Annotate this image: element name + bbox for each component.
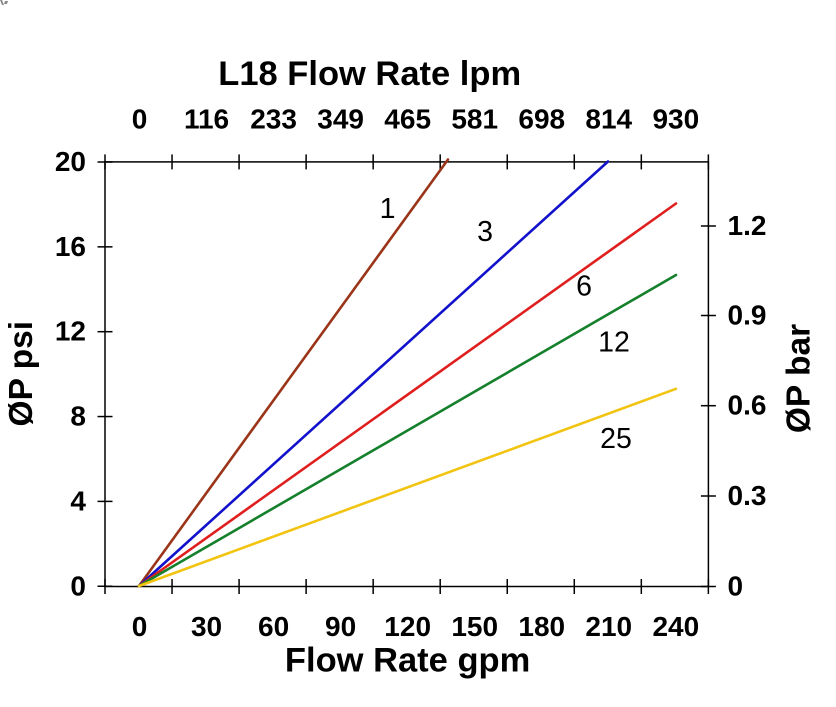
svg-text:4: 4 xyxy=(70,485,86,516)
svg-text:3: 3 xyxy=(477,216,493,248)
svg-text:0: 0 xyxy=(132,611,148,642)
svg-text:16: 16 xyxy=(55,231,86,262)
svg-text:Flow Rate gpm: Flow Rate gpm xyxy=(285,642,530,680)
svg-text:116: 116 xyxy=(184,104,229,135)
svg-text:90: 90 xyxy=(325,611,356,642)
svg-text:0.6: 0.6 xyxy=(728,390,767,421)
svg-text:150: 150 xyxy=(451,611,498,642)
svg-text:12: 12 xyxy=(598,327,630,359)
svg-text:L18 Flow Rate lpm: L18 Flow Rate lpm xyxy=(218,55,521,93)
svg-text:1: 1 xyxy=(380,193,396,225)
svg-text:0.3: 0.3 xyxy=(728,480,767,511)
svg-text:0.9: 0.9 xyxy=(728,300,767,331)
svg-text:120: 120 xyxy=(384,611,431,642)
svg-text:6: 6 xyxy=(576,271,592,303)
svg-text:210: 210 xyxy=(585,611,632,642)
svg-text:814: 814 xyxy=(585,104,632,135)
svg-text:0: 0 xyxy=(70,570,86,601)
svg-text:581: 581 xyxy=(451,104,498,135)
svg-text:180: 180 xyxy=(518,611,565,642)
svg-text:698: 698 xyxy=(518,104,565,135)
svg-text:0: 0 xyxy=(728,571,744,602)
svg-text:349: 349 xyxy=(317,104,364,135)
svg-text:ØP bar: ØP bar xyxy=(781,324,818,433)
svg-text:1.2: 1.2 xyxy=(728,210,767,241)
svg-text:8: 8 xyxy=(70,401,86,432)
svg-text:ØP psi: ØP psi xyxy=(3,321,40,427)
svg-text:930: 930 xyxy=(652,104,699,135)
svg-text:30: 30 xyxy=(191,611,222,642)
svg-text:12: 12 xyxy=(55,316,86,347)
svg-text:465: 465 xyxy=(384,104,431,135)
svg-text:20: 20 xyxy=(55,146,86,177)
svg-text:0: 0 xyxy=(132,104,148,135)
svg-text:240: 240 xyxy=(652,611,699,642)
svg-text:25: 25 xyxy=(600,423,632,455)
svg-text:233: 233 xyxy=(250,104,297,135)
svg-text:60: 60 xyxy=(258,611,289,642)
